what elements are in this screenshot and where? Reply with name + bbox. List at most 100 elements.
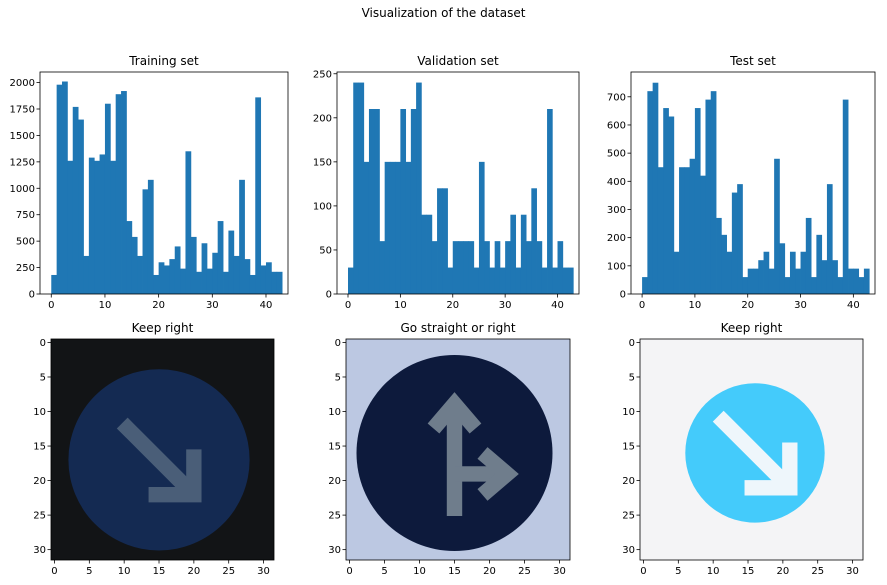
x-tick-label: 5: [675, 566, 681, 577]
histogram-bar: [795, 268, 801, 294]
y-tick-label: 400: [607, 177, 626, 188]
arrow-head: [744, 442, 798, 496]
histogram-bar: [768, 268, 775, 294]
y-tick-label: 20: [328, 476, 341, 487]
x-tick-label: 20: [187, 566, 200, 577]
y-tick-label: 5: [335, 372, 341, 383]
histogram-bar: [536, 241, 543, 294]
histogram-bar: [78, 119, 84, 294]
y-tick-label: 0: [326, 290, 332, 301]
y-tick-label: 30: [622, 545, 635, 556]
histogram-bar: [239, 179, 245, 294]
x-tick-label: 30: [206, 300, 219, 311]
histogram-bar: [348, 267, 354, 294]
histogram-bar: [379, 241, 386, 294]
histogram-bar: [710, 91, 717, 294]
x-tick-label: 30: [794, 300, 807, 311]
histogram-bar: [169, 259, 176, 294]
x-tick-label: 15: [448, 566, 461, 577]
histogram-bar: [442, 188, 448, 294]
histogram-bar: [131, 236, 138, 294]
y-tick-label: 10: [33, 407, 46, 418]
histogram-bar: [147, 179, 154, 294]
histogram-bar: [260, 265, 267, 294]
histogram-bar: [663, 108, 669, 294]
x-tick-label: 10: [99, 300, 112, 311]
histogram-bar: [142, 189, 149, 294]
sign-image: [51, 339, 274, 560]
histogram-bar: [747, 268, 754, 294]
histogram-bar: [421, 214, 427, 294]
y-tick-label: 25: [328, 511, 341, 522]
histogram-bar: [668, 116, 675, 294]
x-tick-label: 40: [260, 300, 273, 311]
y-tick-label: 2000: [10, 78, 35, 89]
x-tick-label: 30: [257, 566, 270, 577]
histogram-bar: [126, 221, 133, 294]
x-tick-label: 30: [553, 566, 566, 577]
y-tick-label: 0: [29, 290, 35, 301]
histogram-bar: [848, 268, 854, 294]
histogram-bar: [358, 82, 365, 294]
x-tick-label: 5: [86, 566, 92, 577]
histogram-bar: [568, 267, 574, 294]
histogram-bar: [164, 265, 170, 294]
panel-title: Keep right: [132, 321, 194, 335]
histogram-bar: [478, 161, 485, 294]
arrow-shaft: [116, 417, 198, 499]
histogram-bar: [88, 157, 95, 294]
x-tick-label: 0: [639, 300, 645, 311]
y-tick-label: 500: [16, 237, 35, 248]
histogram-bars: [348, 82, 574, 294]
histogram-bar: [153, 274, 160, 294]
y-tick-label: 250: [16, 263, 35, 274]
histogram-bar: [368, 109, 375, 294]
panel-title: Test set: [729, 54, 776, 68]
histogram-bar: [684, 167, 691, 294]
y-tick-label: 25: [33, 511, 46, 522]
y-tick-label: 600: [607, 120, 626, 131]
y-tick-label: 50: [319, 245, 332, 256]
histogram-bar: [863, 268, 870, 294]
histogram-bar: [94, 160, 100, 294]
histogram-bar: [416, 82, 422, 294]
keep-right-image-2: 0 5 10 15 20 25 30 0 5 10 15 20 25 30 Keep right: [622, 321, 864, 577]
histogram-bar: [652, 82, 659, 295]
histogram-bar: [201, 243, 208, 294]
histogram-bars: [642, 82, 870, 295]
histogram-bar: [800, 251, 807, 294]
x-tick-label: 15: [742, 566, 755, 577]
y-tick-label: 150: [313, 157, 332, 168]
y-tick-label: 10: [328, 407, 341, 418]
histogram-bar: [51, 274, 58, 294]
axes-frame: [50, 338, 275, 561]
y-tick-label: 0: [40, 338, 46, 349]
histogram-bar: [72, 106, 79, 294]
histogram-bar: [494, 241, 501, 294]
sign-image: [640, 339, 863, 560]
x-tick-label: 20: [741, 300, 754, 311]
histogram-bar: [217, 221, 224, 294]
histogram-bar: [753, 268, 759, 294]
histogram-bar: [721, 234, 727, 294]
go-straight-or-right-image: 0 5 10 15 20 25 30 0 5 10 15 20 25 30 Go straight or r…: [328, 321, 571, 577]
panel-title: Validation set: [417, 54, 499, 68]
histogram-bar: [255, 97, 262, 295]
histogram-bar: [233, 255, 240, 294]
histogram-bar: [468, 241, 475, 294]
histogram-bar: [196, 271, 202, 294]
y-tick-label: 25: [622, 511, 635, 522]
x-tick-label: 0: [51, 566, 57, 577]
histogram-bar: [405, 161, 412, 294]
histogram-bar: [531, 188, 537, 294]
histogram-bar: [190, 236, 197, 294]
histogram-bar: [689, 158, 696, 294]
y-tick-label: 100: [607, 261, 626, 272]
histogram-bar: [363, 161, 370, 294]
histogram-bar: [83, 255, 90, 294]
axes-frame: [336, 71, 580, 295]
histogram-bar: [515, 267, 522, 294]
histogram-bar: [774, 158, 780, 294]
histogram-bar: [121, 91, 127, 294]
